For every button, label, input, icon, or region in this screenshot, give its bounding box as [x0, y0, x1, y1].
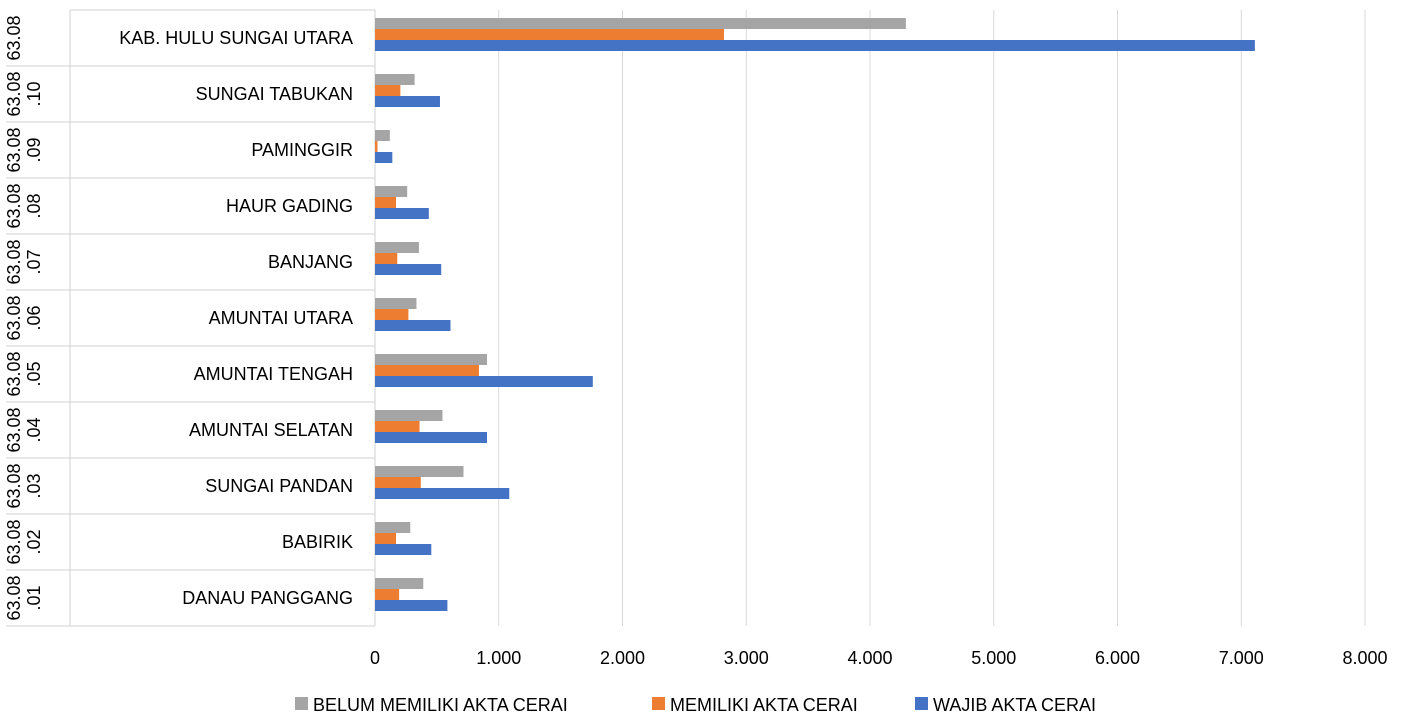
legend-label: BELUM MEMILIKI AKTA CERAI [313, 695, 568, 715]
category-code-suffix: .10 [24, 81, 44, 106]
category-code-prefix: 63.08 [4, 239, 24, 284]
bar-belum-memiliki-akta-cerai [375, 130, 390, 141]
category-code-suffix: .08 [24, 193, 44, 218]
category-code-suffix: .05 [24, 361, 44, 386]
bar-belum-memiliki-akta-cerai [375, 466, 464, 477]
bar-wajib-akta-cerai [375, 96, 440, 107]
category-code-prefix: 63.08 [4, 575, 24, 620]
bar-belum-memiliki-akta-cerai [375, 522, 411, 533]
category-code-suffix: .07 [24, 249, 44, 274]
legend-label: WAJIB AKTA CERAI [933, 695, 1096, 715]
category-label: KAB. HULU SUNGAI UTARA [119, 28, 353, 48]
bar-belum-memiliki-akta-cerai [375, 186, 408, 197]
bar-belum-memiliki-akta-cerai [375, 74, 415, 85]
bar-memiliki-akta-cerai [375, 85, 401, 96]
bar-belum-memiliki-akta-cerai [375, 578, 424, 589]
bar-wajib-akta-cerai [375, 544, 432, 555]
legend: BELUM MEMILIKI AKTA CERAI MEMILIKI AKTA C… [295, 695, 1096, 715]
x-tick-label: 3.000 [724, 648, 769, 668]
category-code-prefix: 63.08 [4, 15, 24, 60]
category-code-suffix: .09 [24, 137, 44, 162]
category-code-suffix: .02 [24, 529, 44, 554]
category-code-prefix: 63.08 [4, 127, 24, 172]
category-code-prefix: 63.08 [4, 183, 24, 228]
x-tick-label: 6.000 [1095, 648, 1140, 668]
category-code-prefix: 63.08 [4, 463, 24, 508]
category-code-suffix: .04 [24, 417, 44, 442]
bar-wajib-akta-cerai [375, 264, 442, 275]
bar-memiliki-akta-cerai [375, 29, 724, 40]
x-axis-ticks: 0 1.000 2.000 3.000 4.000 5.000 6.000 7.000 8.00… [370, 648, 1388, 668]
grid-lines [498, 10, 1366, 626]
x-tick-label: 8.000 [1342, 648, 1387, 668]
x-tick-label: 7.000 [1219, 648, 1264, 668]
category-code-suffix: .01 [24, 585, 44, 610]
category-label: DANAU PANGGANG [182, 588, 353, 608]
bar-wajib-akta-cerai [375, 488, 510, 499]
bar-memiliki-akta-cerai [375, 253, 398, 264]
legend-swatch [915, 697, 928, 710]
category-label: PAMINGGIR [251, 140, 353, 160]
category-label: BANJANG [268, 252, 353, 272]
bar-memiliki-akta-cerai [375, 197, 397, 208]
category-code-suffix: .06 [24, 305, 44, 330]
bar-wajib-akta-cerai [375, 320, 451, 331]
bar-wajib-akta-cerai [375, 600, 448, 611]
bar-belum-memiliki-akta-cerai [375, 354, 487, 365]
bar-wajib-akta-cerai [375, 152, 393, 163]
category-label: AMUNTAI SELATAN [189, 420, 353, 440]
bars [375, 18, 1255, 611]
bar-memiliki-akta-cerai [375, 309, 409, 320]
category-code-prefix: 63.08 [4, 519, 24, 564]
category-label: AMUNTAI TENGAH [194, 364, 353, 384]
bar-memiliki-akta-cerai [375, 477, 421, 488]
category-label: SUNGAI TABUKAN [196, 84, 353, 104]
bar-wajib-akta-cerai [375, 40, 1255, 51]
category-code-prefix: 63.08 [4, 295, 24, 340]
bar-belum-memiliki-akta-cerai [375, 298, 417, 309]
category-label: HAUR GADING [226, 196, 353, 216]
x-tick-label: 0 [370, 648, 380, 668]
category-label: AMUNTAI UTARA [209, 308, 353, 328]
bar-memiliki-akta-cerai [375, 533, 397, 544]
x-tick-label: 1.000 [476, 648, 521, 668]
bar-belum-memiliki-akta-cerai [375, 242, 419, 253]
bar-memiliki-akta-cerai [375, 589, 400, 600]
bar-memiliki-akta-cerai [375, 365, 479, 376]
legend-swatch [295, 697, 308, 710]
category-table: KAB. HULU SUNGAI UTARA 63.08 SUNGAI TABUKA… [4, 9, 376, 627]
x-tick-label: 4.000 [847, 648, 892, 668]
legend-label: MEMILIKI AKTA CERAI [670, 695, 858, 715]
category-code-prefix: 63.08 [4, 407, 24, 452]
x-tick-label: 5.000 [971, 648, 1016, 668]
x-tick-label: 2.000 [600, 648, 645, 668]
bar-wajib-akta-cerai [375, 376, 593, 387]
bar-memiliki-akta-cerai [375, 141, 378, 152]
category-code-prefix: 63.08 [4, 351, 24, 396]
bar-wajib-akta-cerai [375, 432, 487, 443]
bar-belum-memiliki-akta-cerai [375, 18, 906, 29]
bar-memiliki-akta-cerai [375, 421, 420, 432]
category-code-suffix: .03 [24, 473, 44, 498]
category-code-prefix: 63.08 [4, 71, 24, 116]
category-label: BABIRIK [282, 532, 353, 552]
legend-swatch [652, 697, 665, 710]
category-label: SUNGAI PANDAN [205, 476, 353, 496]
bar-belum-memiliki-akta-cerai [375, 410, 443, 421]
bar-wajib-akta-cerai [375, 208, 429, 219]
